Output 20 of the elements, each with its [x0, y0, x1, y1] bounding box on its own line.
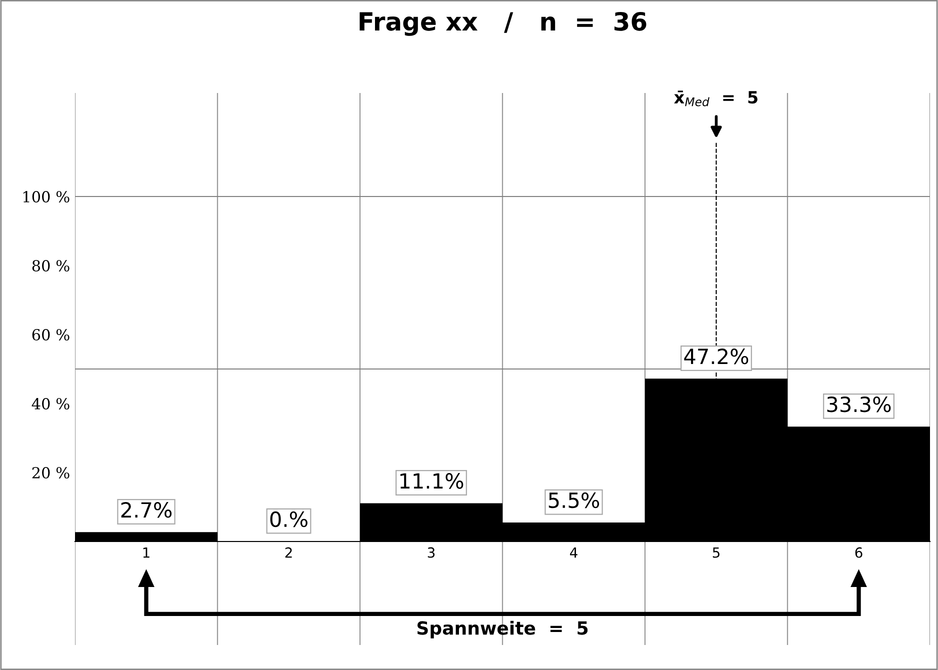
y-tick-label: 80 %	[32, 260, 70, 272]
data-label: 47.2%	[684, 348, 748, 364]
x-tick-label: 5	[712, 547, 720, 558]
y-tick-label: 20 %	[32, 466, 70, 479]
chart-title: Frage xx / n = 36	[360, 12, 646, 36]
data-label: 11.1%	[400, 473, 464, 489]
data-label: 2.7%	[121, 502, 172, 518]
x-tick-label: 3	[428, 547, 435, 558]
x-tick-label: 1	[143, 547, 150, 558]
y-tick-label: 40 %	[32, 398, 70, 410]
data-label: 0.%	[270, 511, 308, 528]
x-tick-label: 2	[285, 547, 292, 558]
data-label: 5.5%	[548, 492, 600, 508]
y-tick-label: 60 %	[32, 328, 70, 341]
data-label: 33.3%	[827, 396, 891, 412]
y-tick-label: 100 %	[23, 190, 70, 203]
x-tick-label: 6	[855, 547, 862, 558]
annotation: Spannweite = 5	[417, 620, 588, 638]
ref-line-label: x̄$_{Med}$ = 5	[674, 90, 758, 106]
x-tick-label: 4	[570, 547, 578, 558]
